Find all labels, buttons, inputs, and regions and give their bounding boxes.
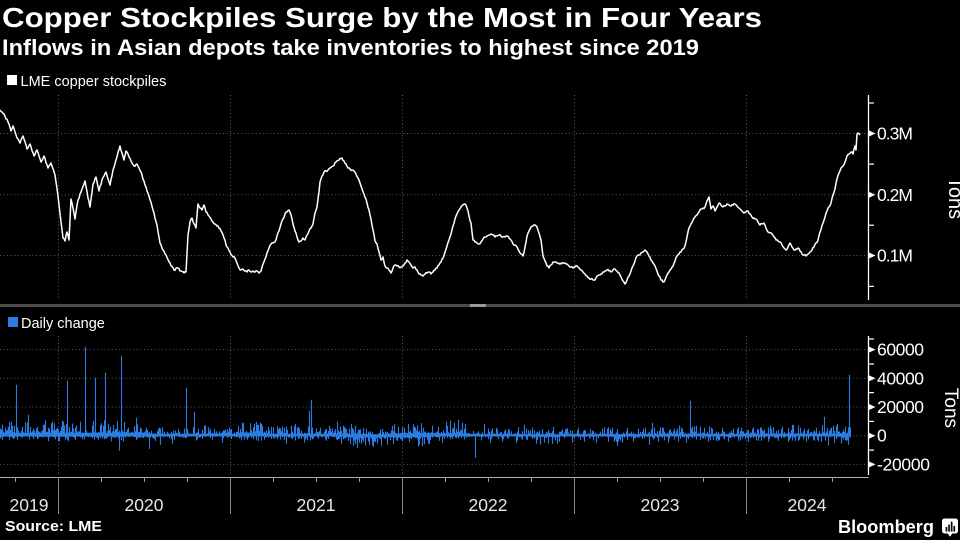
svg-text:0.2M: 0.2M xyxy=(877,185,913,205)
svg-text:Tons: Tons xyxy=(944,177,960,219)
svg-text:2021: 2021 xyxy=(297,495,336,515)
svg-text:Tons: Tons xyxy=(940,388,960,428)
svg-text:60000: 60000 xyxy=(877,340,924,360)
svg-text:Source: LME: Source: LME xyxy=(5,518,102,535)
svg-text:2019: 2019 xyxy=(10,495,49,515)
svg-text:0.1M: 0.1M xyxy=(877,246,913,266)
svg-text:Bloomberg: Bloomberg xyxy=(838,517,934,537)
svg-text:20000: 20000 xyxy=(877,397,924,417)
svg-text:Inflows in Asian depots take i: Inflows in Asian depots take inventories… xyxy=(2,35,699,60)
svg-text:2024: 2024 xyxy=(788,495,827,515)
svg-text:2020: 2020 xyxy=(125,495,164,515)
svg-text:2022: 2022 xyxy=(469,495,508,515)
svg-text:LME copper stockpiles: LME copper stockpiles xyxy=(21,74,167,90)
svg-text:40000: 40000 xyxy=(877,368,924,388)
svg-text:0.3M: 0.3M xyxy=(877,124,913,144)
svg-text:Daily change: Daily change xyxy=(21,316,105,332)
svg-text:2023: 2023 xyxy=(641,495,680,515)
svg-text:0: 0 xyxy=(877,426,887,446)
svg-text:Copper Stockpiles Surge by the: Copper Stockpiles Surge by the Most in F… xyxy=(2,2,762,33)
svg-text:-20000: -20000 xyxy=(877,454,930,474)
